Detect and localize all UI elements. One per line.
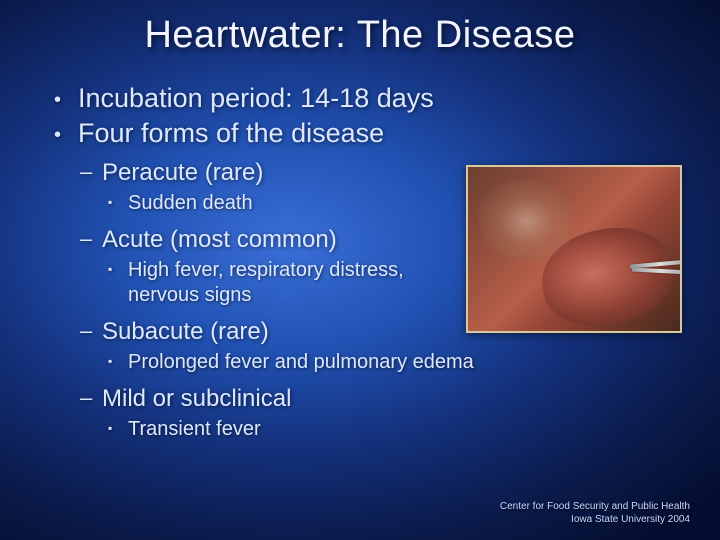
form-subacute-label: Subacute (rare) xyxy=(102,318,269,345)
pathology-photo xyxy=(466,165,682,333)
footer-line2: Iowa State University 2004 xyxy=(500,513,690,526)
bullet-forms-label: Four forms of the disease xyxy=(78,118,384,148)
form-acute-label: Acute (most common) xyxy=(102,226,337,253)
form-mild: Mild or subclinical Transient fever xyxy=(78,385,720,442)
form-mild-label: Mild or subclinical xyxy=(102,385,291,412)
form-subacute-detail: Prolonged fever and pulmonary edema xyxy=(102,350,720,375)
footer-line1: Center for Food Security and Public Heal… xyxy=(500,500,690,513)
form-mild-detail: Transient fever xyxy=(102,417,720,442)
bullet-list-level3: Transient fever xyxy=(102,417,720,442)
slide-container: Heartwater: The Disease Incubation perio… xyxy=(0,0,720,540)
footer-attribution: Center for Food Security and Public Heal… xyxy=(500,500,690,526)
bullet-list-level3: Prolonged fever and pulmonary edema xyxy=(102,350,720,375)
forceps-icon xyxy=(632,267,682,274)
slide-title: Heartwater: The Disease xyxy=(0,14,720,57)
form-peracute-label: Peracute (rare) xyxy=(102,159,263,186)
form-acute-detail-text: High fever, respiratory distress, nervou… xyxy=(128,258,448,308)
bullet-incubation: Incubation period: 14-18 days xyxy=(48,83,720,114)
